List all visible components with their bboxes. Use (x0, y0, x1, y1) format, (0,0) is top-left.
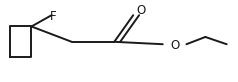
Text: F: F (50, 10, 56, 23)
Text: O: O (170, 39, 179, 51)
Text: O: O (137, 4, 146, 17)
